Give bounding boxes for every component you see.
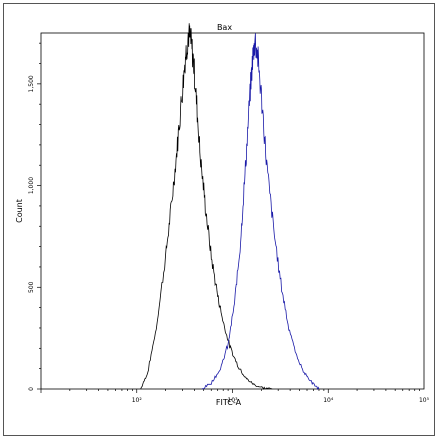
y-tick-label: 0 <box>28 387 35 391</box>
x-axis-ticks: 10² 10³ 10⁴ 10⁵ <box>40 389 430 404</box>
histogram-series-2 <box>201 33 320 391</box>
series-layer <box>140 23 320 391</box>
x-tick-label: 10² <box>132 397 143 404</box>
x-tick-label: 10³ <box>227 397 238 404</box>
plot-area <box>40 32 425 390</box>
histogram-series-1 <box>140 23 273 390</box>
y-tick-label: 1,000 <box>28 177 35 194</box>
x-tick-label: 10⁴ <box>323 397 334 404</box>
y-axis-label: Count <box>15 199 24 223</box>
y-tick-label: 1,500 <box>28 75 35 92</box>
chart-title: Bax <box>217 23 232 32</box>
chart-frame <box>3 3 435 436</box>
y-axis-ticks: 0 500 1,000 1,500 <box>28 42 41 391</box>
x-axis-label: FITC-A <box>216 398 242 407</box>
plot-border <box>40 32 425 390</box>
x-tick-label: 10⁵ <box>419 397 430 404</box>
y-tick-label: 500 <box>28 281 35 293</box>
